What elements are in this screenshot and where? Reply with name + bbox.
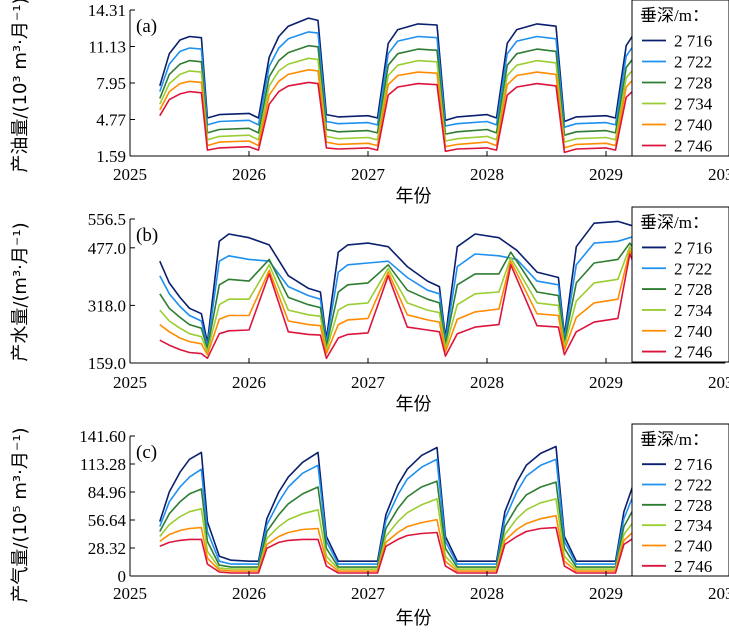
- x-tick-label: 2029: [589, 584, 623, 603]
- x-tick-label: 2027: [351, 373, 386, 392]
- x-tick-label: 2030: [708, 584, 729, 603]
- y-tick-label: 56.64: [88, 511, 127, 530]
- x-tick-label: 2026: [232, 373, 266, 392]
- series-line-1: [159, 31, 666, 128]
- y-axis-label: 产水量/(m³·月⁻¹): [10, 222, 31, 361]
- y-axis-label: 产油量/(10³ m³·月⁻¹): [10, 0, 31, 173]
- series-group: [159, 220, 666, 360]
- legend-title: 垂深/m：: [640, 430, 709, 449]
- y-tick-label: 556.5: [88, 210, 126, 229]
- series-line-5: [159, 81, 666, 154]
- y-tick-label: 477.0: [88, 239, 126, 258]
- panel-label: (b): [136, 225, 158, 246]
- x-tick-label: 2028: [470, 373, 504, 392]
- y-tick-label: 0: [118, 567, 127, 586]
- legend-entry-5: 2 746: [674, 557, 712, 576]
- y-tick-label: 141.60: [79, 427, 126, 446]
- legend-entry-2: 2 728: [674, 74, 712, 93]
- y-tick-label: 159.0: [88, 354, 126, 373]
- series-line-2: [159, 44, 666, 136]
- series-line-4: [159, 249, 666, 356]
- legend-entry-5: 2 746: [674, 343, 712, 362]
- series-line-2: [159, 242, 666, 350]
- legend-title: 垂深/m：: [640, 6, 709, 25]
- x-tick-label: 2030: [708, 165, 729, 184]
- legend-entry-2: 2 728: [674, 280, 712, 299]
- legend-entry-4: 2 740: [674, 537, 712, 556]
- y-tick-label: 84.96: [88, 483, 126, 502]
- legend-entry-3: 2 734: [674, 301, 713, 320]
- y-tick-label: 4.77: [96, 111, 126, 130]
- x-tick-label: 2030: [708, 373, 729, 392]
- series-line-1: [159, 235, 666, 348]
- series-line-0: [159, 220, 666, 344]
- x-tick-label: 2028: [470, 165, 504, 184]
- x-tick-label: 2026: [232, 584, 266, 603]
- y-tick-label: 318.0: [88, 296, 126, 315]
- series-line-0: [159, 17, 666, 123]
- legend-entry-1: 2 722: [674, 53, 712, 72]
- series-line-5: [159, 526, 666, 574]
- legend-entry-0: 2 716: [674, 238, 712, 257]
- x-axis-label: 年份: [396, 186, 432, 207]
- series-group: [159, 17, 666, 154]
- legend-entry-0: 2 716: [674, 32, 712, 51]
- legend-entry-3: 2 734: [674, 516, 713, 535]
- series-line-3: [159, 245, 666, 353]
- legend-box: [631, 206, 729, 363]
- series-line-1: [159, 458, 666, 565]
- series-line-2: [159, 480, 666, 568]
- x-tick-label: 2027: [351, 584, 386, 603]
- series-group: [159, 445, 666, 574]
- legend-entry-3: 2 734: [674, 95, 713, 114]
- series-line-5: [159, 253, 666, 360]
- panel-a: 1.59 4.77 7.95 11.13 14.31 2025 2026 2027 2028 20…: [10, 0, 729, 207]
- x-axis-label: 年份: [396, 608, 432, 629]
- legend-entry-2: 2 728: [674, 496, 712, 515]
- legend-entry-0: 2 716: [674, 455, 712, 474]
- x-tick-label: 2025: [113, 165, 147, 184]
- panel-b: 159.0 318.0 477.0 556.5 2025 2026 2027 2028 2029…: [10, 206, 729, 415]
- x-tick-label: 2029: [589, 165, 623, 184]
- series-line-4: [159, 514, 666, 572]
- y-tick-label: 113.28: [80, 455, 126, 474]
- x-tick-label: 2029: [589, 373, 623, 392]
- series-line-4: [159, 69, 666, 149]
- legend-entry-1: 2 722: [674, 259, 712, 278]
- y-tick-label: 11.13: [88, 38, 126, 57]
- y-tick-label: 1.59: [96, 147, 126, 166]
- legend-entry-4: 2 740: [674, 322, 712, 341]
- y-axis-label: 产气量/(10⁵ m³·月⁻¹): [10, 427, 31, 602]
- y-tick-label: 7.95: [96, 74, 126, 93]
- legend-box: [631, 423, 729, 577]
- legend-entry-4: 2 740: [674, 116, 712, 135]
- legend-box: [631, 0, 729, 157]
- panel-c: 0 28.32 56.64 84.96 113.28 141.60 2025 2026 2027…: [10, 423, 729, 629]
- series-line-3: [159, 498, 666, 570]
- legend: 垂深/m： 2 716 2 722 2 728 2 734 2 740 2 746: [631, 0, 729, 157]
- x-tick-label: 2025: [113, 373, 147, 392]
- x-tick-label: 2025: [113, 584, 147, 603]
- series-line-0: [159, 445, 666, 562]
- x-axis-label: 年份: [396, 394, 432, 415]
- x-tick-label: 2028: [470, 584, 504, 603]
- y-tick-label: 28.32: [88, 539, 126, 558]
- series-line-3: [159, 57, 666, 143]
- x-tick-label: 2027: [351, 165, 386, 184]
- legend: 垂深/m： 2 716 2 722 2 728 2 734 2 740 2 746: [631, 206, 729, 363]
- x-tick-label: 2026: [232, 165, 266, 184]
- panel-label: (a): [136, 16, 157, 37]
- legend-entry-1: 2 722: [674, 476, 712, 495]
- panel-label: (c): [136, 442, 157, 463]
- legend-entry-5: 2 746: [674, 137, 712, 156]
- legend-title: 垂深/m：: [640, 213, 709, 232]
- y-tick-label: 14.31: [88, 1, 126, 20]
